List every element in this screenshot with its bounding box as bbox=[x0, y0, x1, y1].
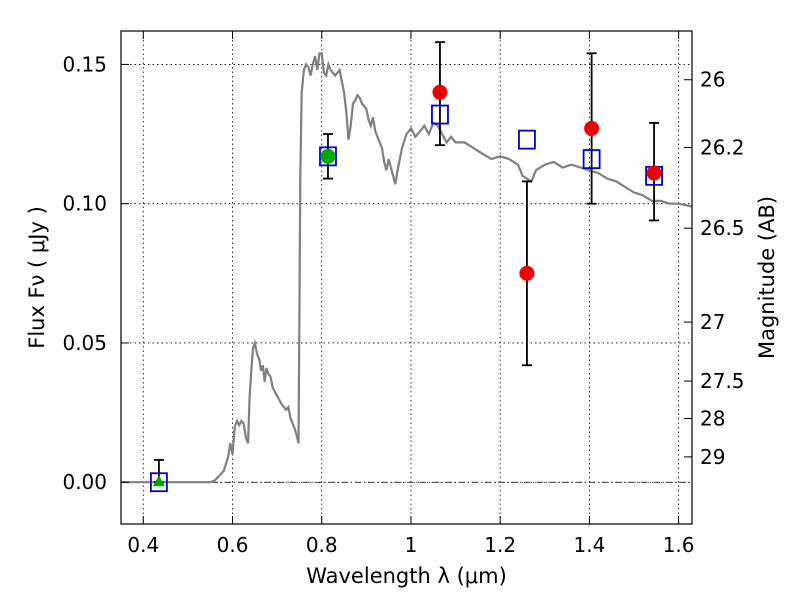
right-tick-label: 27 bbox=[700, 310, 725, 334]
right-tick-label: 28 bbox=[700, 406, 725, 430]
model-photometry-square bbox=[319, 146, 337, 167]
red-data-point bbox=[646, 165, 662, 181]
right-tick-label: 27.5 bbox=[700, 369, 745, 393]
red-data-point bbox=[584, 120, 600, 136]
y-axis-label: Flux Fν ( μJy ) bbox=[25, 206, 49, 349]
right-tick-label: 26 bbox=[700, 68, 725, 92]
data-marks bbox=[150, 41, 663, 493]
red-data-point bbox=[432, 84, 448, 100]
red-data-point bbox=[519, 265, 535, 281]
model-sed-line bbox=[121, 52, 693, 484]
model-photometry-square bbox=[431, 104, 449, 125]
y-tick-label: 0.15 bbox=[62, 52, 107, 76]
model-photometry-square bbox=[150, 472, 168, 493]
right-tick-label: 26.2 bbox=[700, 135, 745, 159]
y-tick-label: 0.05 bbox=[62, 331, 107, 355]
x-tick-label: 1.6 bbox=[663, 533, 695, 557]
right-tick-label: 29 bbox=[700, 445, 725, 469]
y-tick-label: 0.10 bbox=[62, 192, 107, 216]
y-tick-label: 0.00 bbox=[62, 470, 107, 494]
grid bbox=[121, 31, 692, 524]
model-photometry-square bbox=[582, 149, 601, 170]
x-tick-label: 0.6 bbox=[217, 533, 249, 557]
x-tick-label: 0.8 bbox=[306, 533, 338, 557]
x-tick-label: 0.4 bbox=[127, 533, 159, 557]
right-tick-label: 26.5 bbox=[700, 216, 745, 240]
x-tick-label: 1.4 bbox=[573, 533, 605, 557]
x-axis-label: Wavelength λ (μm) bbox=[306, 564, 507, 588]
green-triangle-point bbox=[152, 475, 165, 487]
right-axis-label: Magnitude (AB) bbox=[755, 196, 779, 359]
plot-frame bbox=[120, 30, 693, 525]
axis-ticks: 0.4 0.6 0.8 1 1.2 1.4 1.6 0.00 0.05 0.10 0.15 26 26.… bbox=[62, 31, 745, 557]
model-photometry-square bbox=[518, 129, 536, 150]
x-tick-label: 1 bbox=[405, 533, 418, 557]
green-data-point bbox=[320, 148, 336, 164]
x-tick-label: 1.2 bbox=[484, 533, 516, 557]
